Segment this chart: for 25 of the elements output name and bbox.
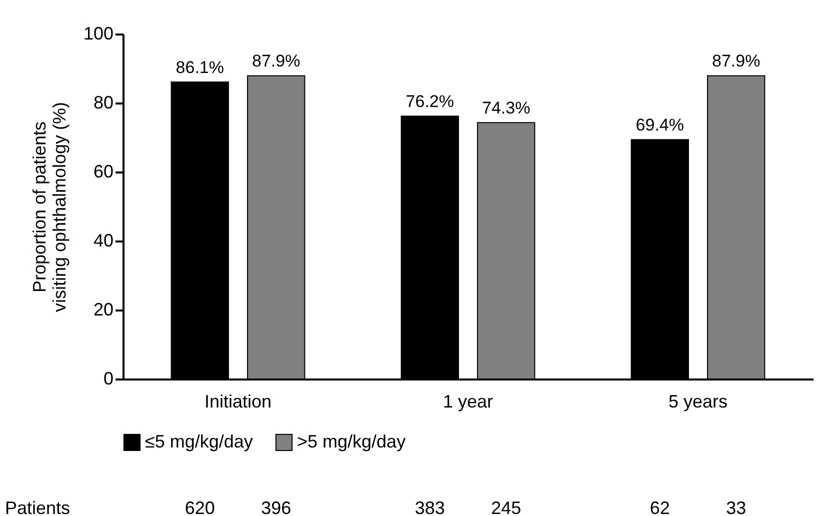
data-label: 69.4%: [636, 116, 684, 135]
text: 396: [261, 498, 292, 516]
y-tick-label: 40: [93, 230, 114, 250]
legend-label: ≤5 mg/kg/day: [145, 431, 253, 452]
x-tick-label: Initiation: [204, 392, 272, 412]
data-label: 74.3%: [482, 98, 530, 118]
x-tick-label: 1 year: [442, 392, 494, 412]
y-tick-label: 60: [93, 162, 114, 182]
data-label: 87.9%: [712, 52, 760, 71]
y-tick-label: 0: [103, 368, 114, 388]
text: 62: [650, 498, 670, 516]
y-axis-title: Proportion of patients visiting ophthalmology (%): [29, 102, 70, 312]
data-label: 86.1%: [176, 58, 224, 77]
text: 383: [414, 498, 445, 516]
text: 245: [491, 498, 522, 516]
legend-label: >5 mg/kg/day: [297, 431, 406, 452]
y-tick-label: 100: [83, 24, 114, 44]
text: 33: [726, 498, 746, 516]
y-tick-label: 80: [93, 92, 114, 112]
y-tick-label: 20: [93, 300, 114, 320]
data-label: 76.2%: [406, 92, 454, 112]
text: Patients: [5, 498, 70, 516]
data-label: 87.9%: [252, 52, 300, 71]
text: 620: [184, 498, 215, 516]
x-tick-label: 5 years: [668, 392, 728, 412]
